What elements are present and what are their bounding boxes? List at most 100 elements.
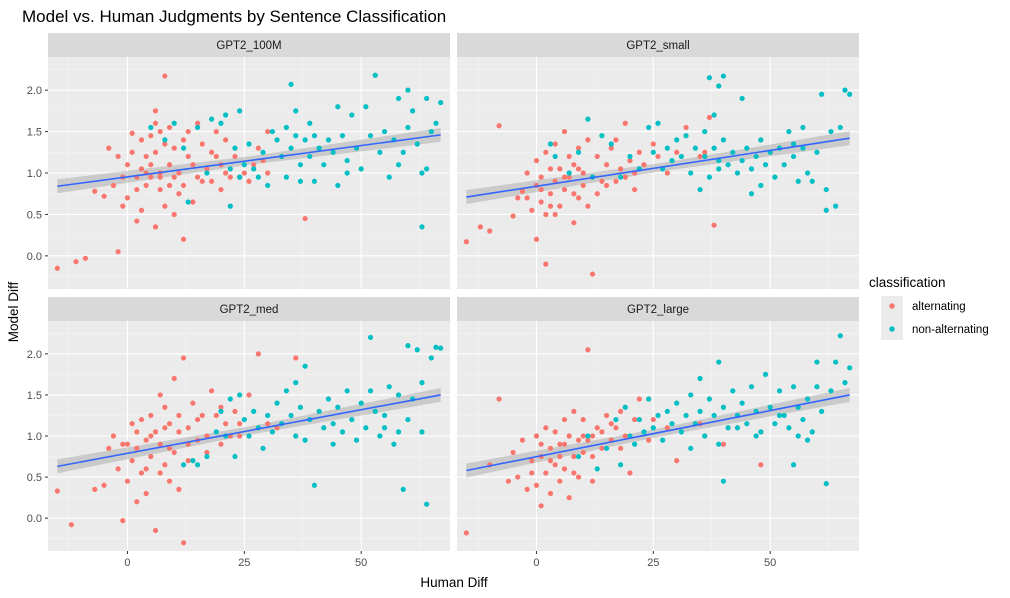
data-point-non-alternating bbox=[683, 412, 689, 419]
data-point-alternating bbox=[134, 445, 140, 451]
data-point-non-alternating bbox=[148, 124, 154, 131]
data-point-non-alternating bbox=[381, 425, 388, 431]
data-point-non-alternating bbox=[575, 149, 582, 155]
data-point-alternating bbox=[124, 441, 131, 447]
data-point-alternating bbox=[613, 137, 619, 143]
data-point-non-alternating bbox=[311, 133, 318, 139]
data-point-non-alternating bbox=[837, 333, 843, 339]
data-point-alternating bbox=[106, 145, 112, 151]
data-point-alternating bbox=[190, 199, 196, 205]
data-point-non-alternating bbox=[400, 486, 406, 492]
data-point-alternating bbox=[166, 162, 173, 168]
data-point-non-alternating bbox=[655, 120, 661, 126]
data-point-alternating bbox=[547, 490, 554, 497]
data-point-alternating bbox=[571, 453, 577, 460]
data-point-non-alternating bbox=[674, 137, 680, 143]
data-point-non-alternating bbox=[395, 429, 402, 435]
data-point-alternating bbox=[120, 441, 126, 447]
data-point-non-alternating bbox=[349, 416, 355, 423]
data-point-alternating bbox=[246, 392, 252, 398]
data-point-non-alternating bbox=[433, 120, 439, 126]
data-point-alternating bbox=[134, 429, 140, 435]
y-tick-label: 1.0 bbox=[27, 168, 42, 180]
data-point-alternating bbox=[543, 470, 549, 476]
data-point-non-alternating bbox=[269, 429, 275, 435]
data-point-non-alternating bbox=[739, 157, 745, 164]
legend-label-alternating: alternating bbox=[912, 301, 966, 313]
data-point-non-alternating bbox=[786, 128, 792, 135]
data-point-alternating bbox=[265, 170, 271, 176]
data-point-alternating bbox=[510, 449, 516, 456]
data-point-alternating bbox=[129, 149, 135, 155]
data-point-non-alternating bbox=[674, 400, 680, 406]
data-point-alternating bbox=[547, 458, 554, 464]
data-point-non-alternating bbox=[702, 128, 708, 135]
data-point-alternating bbox=[519, 188, 526, 194]
data-point-non-alternating bbox=[246, 141, 252, 147]
data-point-non-alternating bbox=[180, 145, 187, 151]
data-point-non-alternating bbox=[367, 388, 374, 394]
data-point-alternating bbox=[589, 433, 596, 439]
data-point-alternating bbox=[255, 145, 261, 151]
data-point-non-alternating bbox=[618, 174, 624, 180]
data-point-alternating bbox=[585, 437, 591, 443]
data-point-non-alternating bbox=[227, 203, 233, 209]
data-point-non-alternating bbox=[776, 412, 783, 419]
data-point-alternating bbox=[166, 478, 173, 484]
data-point-alternating bbox=[655, 153, 661, 160]
data-point-non-alternating bbox=[339, 133, 346, 139]
data-point-alternating bbox=[213, 128, 219, 135]
data-point-alternating bbox=[496, 123, 502, 129]
data-point-non-alternating bbox=[269, 128, 275, 135]
y-tick-label: 0.0 bbox=[27, 513, 42, 525]
data-point-alternating bbox=[571, 162, 577, 168]
facet-strip bbox=[48, 297, 450, 321]
data-point-alternating bbox=[157, 441, 163, 447]
data-point-alternating bbox=[646, 437, 652, 443]
data-point-non-alternating bbox=[790, 153, 797, 160]
facet-strip-label: GPT2_large bbox=[627, 304, 689, 316]
data-point-non-alternating bbox=[613, 416, 619, 423]
data-point-alternating bbox=[204, 166, 210, 172]
data-point-non-alternating bbox=[232, 453, 238, 460]
data-point-alternating bbox=[218, 404, 224, 410]
data-point-alternating bbox=[148, 162, 154, 168]
data-point-alternating bbox=[524, 170, 530, 176]
data-point-alternating bbox=[697, 153, 703, 160]
data-point-non-alternating bbox=[730, 388, 736, 394]
data-point-non-alternating bbox=[823, 481, 829, 487]
data-point-non-alternating bbox=[307, 120, 313, 126]
data-point-alternating bbox=[636, 396, 642, 402]
data-point-alternating bbox=[185, 458, 191, 464]
data-point-non-alternating bbox=[171, 120, 177, 126]
data-point-non-alternating bbox=[711, 112, 717, 118]
data-point-alternating bbox=[171, 375, 177, 382]
data-point-alternating bbox=[538, 186, 544, 193]
data-point-alternating bbox=[557, 441, 563, 447]
data-point-alternating bbox=[575, 474, 582, 480]
data-point-non-alternating bbox=[842, 380, 848, 386]
data-point-alternating bbox=[143, 437, 149, 443]
data-point-non-alternating bbox=[688, 392, 694, 398]
data-point-alternating bbox=[68, 522, 74, 528]
data-point-non-alternating bbox=[251, 408, 257, 414]
data-point-non-alternating bbox=[622, 404, 628, 410]
panel-gpt2-small: GPT2_small bbox=[457, 33, 859, 289]
data-point-non-alternating bbox=[265, 412, 271, 419]
data-point-alternating bbox=[223, 137, 229, 143]
data-point-alternating bbox=[138, 416, 145, 423]
data-point-alternating bbox=[543, 211, 549, 218]
data-point-alternating bbox=[557, 453, 563, 460]
data-point-non-alternating bbox=[227, 396, 233, 402]
data-point-non-alternating bbox=[204, 453, 210, 460]
data-point-alternating bbox=[162, 73, 168, 79]
data-point-alternating bbox=[496, 396, 502, 402]
data-point-non-alternating bbox=[800, 416, 806, 423]
data-point-alternating bbox=[529, 207, 535, 213]
data-point-non-alternating bbox=[739, 400, 745, 406]
data-point-alternating bbox=[129, 458, 135, 464]
data-point-non-alternating bbox=[302, 437, 308, 443]
data-point-non-alternating bbox=[311, 178, 318, 184]
data-point-non-alternating bbox=[194, 462, 201, 468]
data-point-alternating bbox=[552, 429, 558, 435]
